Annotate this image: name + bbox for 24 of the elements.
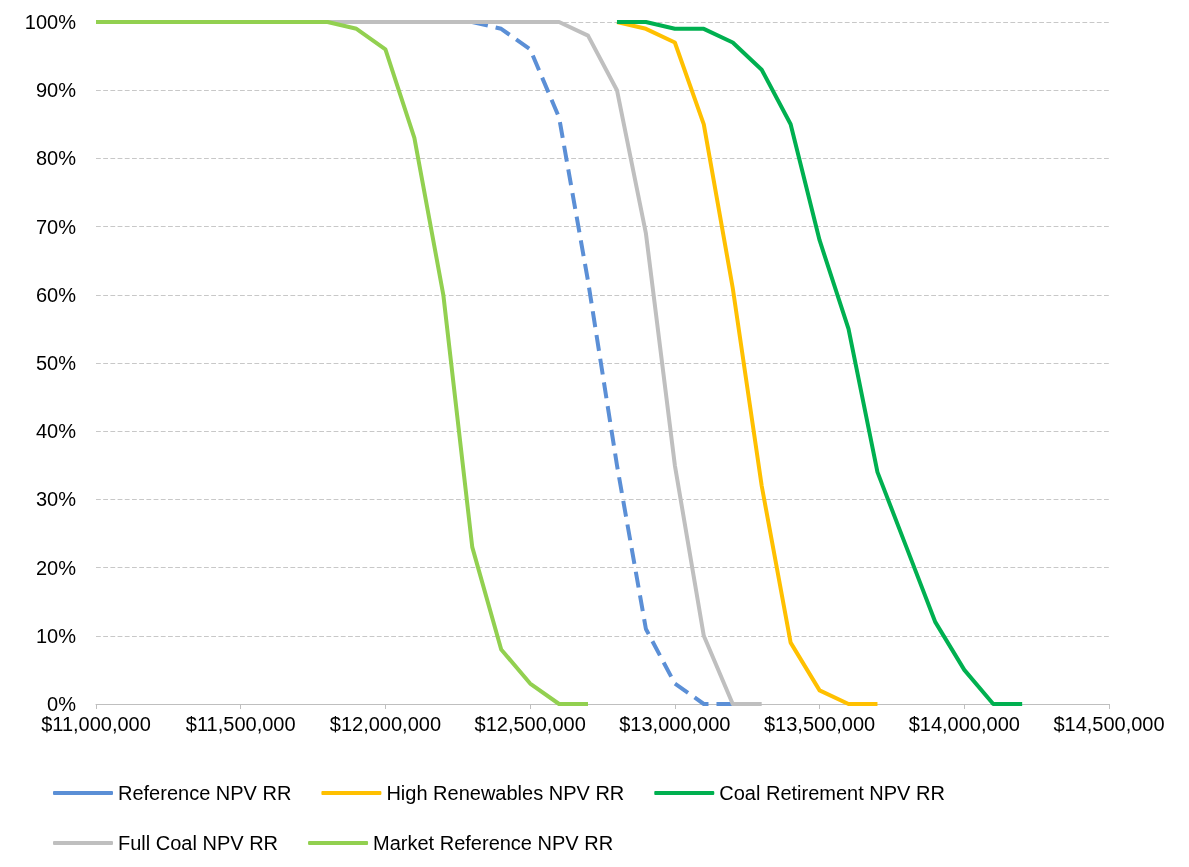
y-tick-label: 90% [35,79,77,102]
y-tick-label: 70% [35,215,77,238]
y-tick-label: 0% [47,693,77,715]
x-tick-label: $11,000,000 [41,713,151,735]
legend-label: Coal Retirement NPV RR [719,782,945,804]
x-tick-label: $12,000,000 [329,713,442,735]
y-tick-label: 10% [35,624,77,647]
legend-label: Full Coal NPV RR [118,832,279,854]
y-tick-label: 80% [35,147,77,170]
legend-label: Market Reference NPV RR [373,832,614,854]
x-tick-label: $13,000,000 [619,713,731,735]
y-tick-label: 50% [35,352,77,374]
y-tick-label: 20% [35,556,77,579]
legend-label: Reference NPV RR [118,782,292,804]
y-tick-label: 30% [35,488,77,511]
x-tick-label: $11,500,000 [185,713,296,735]
y-tick-label: 40% [35,420,77,443]
y-tick-label: 60% [35,283,77,306]
legend-label: High Renewables NPV RR [386,782,625,804]
x-tick-label: $14,000,000 [908,713,1020,735]
x-tick-label: $13,500,000 [763,713,876,735]
x-tick-label: $12,500,000 [474,713,586,735]
y-tick-label: 100% [24,11,77,33]
x-tick-label: $14,500,000 [1053,713,1165,735]
